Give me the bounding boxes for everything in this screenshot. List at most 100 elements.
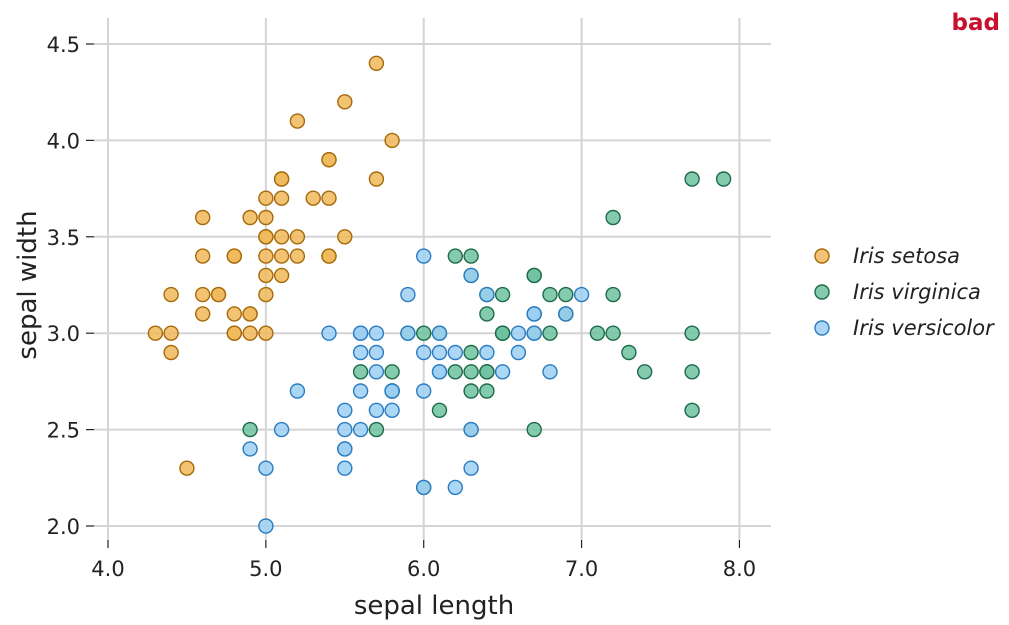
data-point bbox=[542, 286, 558, 303]
data-point bbox=[431, 364, 448, 380]
data-point bbox=[494, 325, 511, 341]
data-point bbox=[321, 190, 337, 206]
data-point bbox=[258, 209, 274, 226]
data-point bbox=[337, 460, 353, 476]
data-point bbox=[463, 421, 479, 438]
legend-marker bbox=[814, 248, 830, 264]
data-point bbox=[258, 460, 274, 476]
data-points bbox=[147, 55, 732, 534]
data-point bbox=[258, 190, 274, 206]
data-point bbox=[463, 344, 479, 361]
data-point bbox=[258, 518, 274, 534]
data-point bbox=[210, 286, 227, 303]
data-point bbox=[447, 479, 463, 496]
data-point bbox=[684, 325, 700, 341]
data-point bbox=[494, 364, 511, 380]
data-point bbox=[321, 325, 337, 341]
data-point bbox=[684, 171, 700, 187]
data-point bbox=[463, 248, 479, 264]
data-point bbox=[384, 132, 400, 149]
y-tick-label: 3.5 bbox=[47, 226, 80, 250]
data-point bbox=[163, 286, 179, 303]
data-point bbox=[337, 441, 353, 457]
data-point bbox=[258, 286, 274, 303]
data-point bbox=[273, 190, 290, 206]
data-point bbox=[273, 171, 290, 187]
data-point bbox=[558, 286, 574, 303]
data-point bbox=[289, 383, 306, 399]
data-point bbox=[242, 421, 258, 438]
x-tick-label: 7.0 bbox=[565, 557, 598, 581]
data-point bbox=[463, 364, 479, 380]
data-point bbox=[226, 325, 243, 341]
data-point bbox=[684, 402, 700, 418]
data-point bbox=[194, 248, 211, 264]
data-point bbox=[463, 267, 479, 284]
data-point bbox=[337, 229, 353, 245]
data-point bbox=[337, 94, 353, 110]
data-point bbox=[684, 364, 700, 380]
data-point bbox=[289, 229, 306, 245]
data-point bbox=[384, 402, 400, 418]
data-point bbox=[368, 421, 385, 438]
data-point bbox=[352, 364, 369, 380]
data-point bbox=[479, 383, 495, 399]
data-point bbox=[242, 441, 258, 457]
data-point bbox=[384, 364, 400, 380]
data-point bbox=[526, 306, 542, 322]
x-axis-title: sepal length bbox=[354, 591, 514, 621]
data-point bbox=[573, 286, 590, 303]
x-tick-label: 6.0 bbox=[407, 557, 440, 581]
data-point bbox=[416, 479, 432, 496]
data-point bbox=[352, 421, 369, 438]
y-tick-label: 2.0 bbox=[47, 515, 80, 539]
data-point bbox=[479, 364, 495, 380]
data-point bbox=[194, 306, 211, 322]
data-point bbox=[479, 286, 495, 303]
data-point bbox=[226, 306, 243, 322]
data-point bbox=[179, 460, 195, 476]
data-point bbox=[416, 344, 432, 361]
data-point bbox=[510, 344, 527, 361]
data-point bbox=[194, 209, 211, 226]
x-tick-label: 8.0 bbox=[723, 557, 756, 581]
data-point bbox=[605, 286, 621, 303]
data-point bbox=[463, 460, 479, 476]
data-point bbox=[368, 402, 385, 418]
series-iris-virginica bbox=[242, 171, 732, 496]
data-point bbox=[542, 325, 558, 341]
data-point bbox=[352, 344, 369, 361]
data-point bbox=[400, 325, 416, 341]
data-point bbox=[337, 421, 353, 438]
data-point bbox=[321, 248, 337, 264]
data-point bbox=[715, 171, 732, 187]
data-point bbox=[605, 209, 621, 226]
data-point bbox=[194, 286, 211, 303]
data-point bbox=[242, 209, 258, 226]
series-iris-versicolor bbox=[242, 248, 590, 534]
data-point bbox=[368, 171, 385, 187]
bad-tag: bad bbox=[952, 10, 1000, 36]
data-point bbox=[368, 325, 385, 341]
legend-item: Iris versicolor bbox=[814, 316, 995, 340]
legend-label: Iris virginica bbox=[853, 280, 981, 304]
y-tick-label: 4.5 bbox=[47, 33, 80, 57]
data-point bbox=[526, 421, 542, 438]
data-point bbox=[510, 325, 527, 341]
data-point bbox=[258, 267, 274, 284]
data-point bbox=[352, 325, 369, 341]
data-point bbox=[258, 229, 274, 245]
data-point bbox=[368, 55, 385, 71]
x-tick-label: 5.0 bbox=[249, 557, 282, 581]
data-point bbox=[526, 267, 542, 284]
legend-item: Iris setosa bbox=[814, 244, 960, 268]
data-point bbox=[526, 325, 542, 341]
data-point bbox=[163, 344, 179, 361]
data-point bbox=[447, 344, 463, 361]
axis-ticks: 4.0 5.0 6.0 7.0 8.0 2.0 2.5 3.0 3.5 4.0 4.5 bbox=[47, 33, 757, 581]
legend: Iris setosa Iris virginica Iris versicolor bbox=[814, 244, 995, 340]
data-point bbox=[258, 248, 274, 264]
y-tick-label: 3.0 bbox=[47, 322, 80, 346]
data-point bbox=[416, 325, 432, 341]
